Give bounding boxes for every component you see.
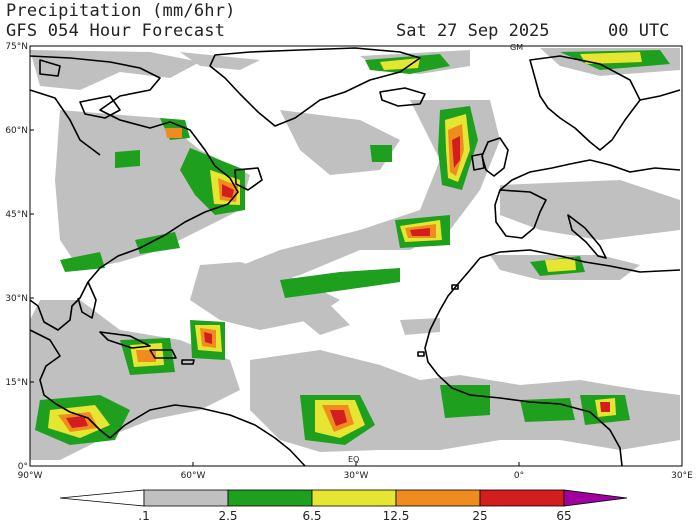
lat-label: 0° <box>18 462 28 472</box>
colorbar: .1 2.5 6.5 12.5 25 65 <box>59 489 628 523</box>
colorbar-segment <box>227 489 313 507</box>
colorbar-high-triangle <box>563 489 628 507</box>
lon-label: 90°W <box>18 471 43 481</box>
map-title: Precipitation (mm/6hr) <box>6 1 236 21</box>
lon-label: 30°E <box>671 471 693 481</box>
precip-extreme-areas <box>66 136 610 428</box>
colorbar-level-label: 12.5 <box>383 509 410 523</box>
lon-label: 0° <box>514 471 524 481</box>
forecast-date: Sat 27 Sep 2025 <box>396 21 550 41</box>
colorbar-level-label: .1 <box>138 509 149 523</box>
coastlines <box>29 47 681 467</box>
colorbar-segment <box>143 489 229 507</box>
greenwich-marker: GM <box>510 43 523 52</box>
colorbar-level-label: 6.5 <box>302 509 321 523</box>
longitude-labels: 90°W 60°W 30°W 0° 30°E <box>18 462 693 481</box>
colorbar-segment <box>395 489 481 507</box>
lat-label: 75°N <box>5 42 28 52</box>
colorbar-segment <box>479 489 565 507</box>
forecast-subtitle: GFS 054 Hour Forecast <box>6 21 226 41</box>
lat-label: 60°N <box>5 126 28 136</box>
colorbar-level-label: 2.5 <box>218 509 237 523</box>
lat-label: 45°N <box>5 210 28 220</box>
colorbar-segment <box>311 489 397 507</box>
lat-label: 30°N <box>5 294 28 304</box>
lon-label: 60°W <box>181 471 206 481</box>
lat-label: 15°N <box>5 378 28 388</box>
equator-marker: EQ <box>348 455 359 464</box>
lon-label: 30°W <box>344 471 369 481</box>
forecast-time: 00 UTC <box>608 21 670 41</box>
colorbar-low-triangle <box>59 489 145 507</box>
colorbar-level-label: 25 <box>472 509 487 523</box>
latitude-labels: 75°N 60°N 45°N 30°N 15°N 0° <box>5 42 34 472</box>
colorbar-level-label: 65 <box>556 509 571 523</box>
